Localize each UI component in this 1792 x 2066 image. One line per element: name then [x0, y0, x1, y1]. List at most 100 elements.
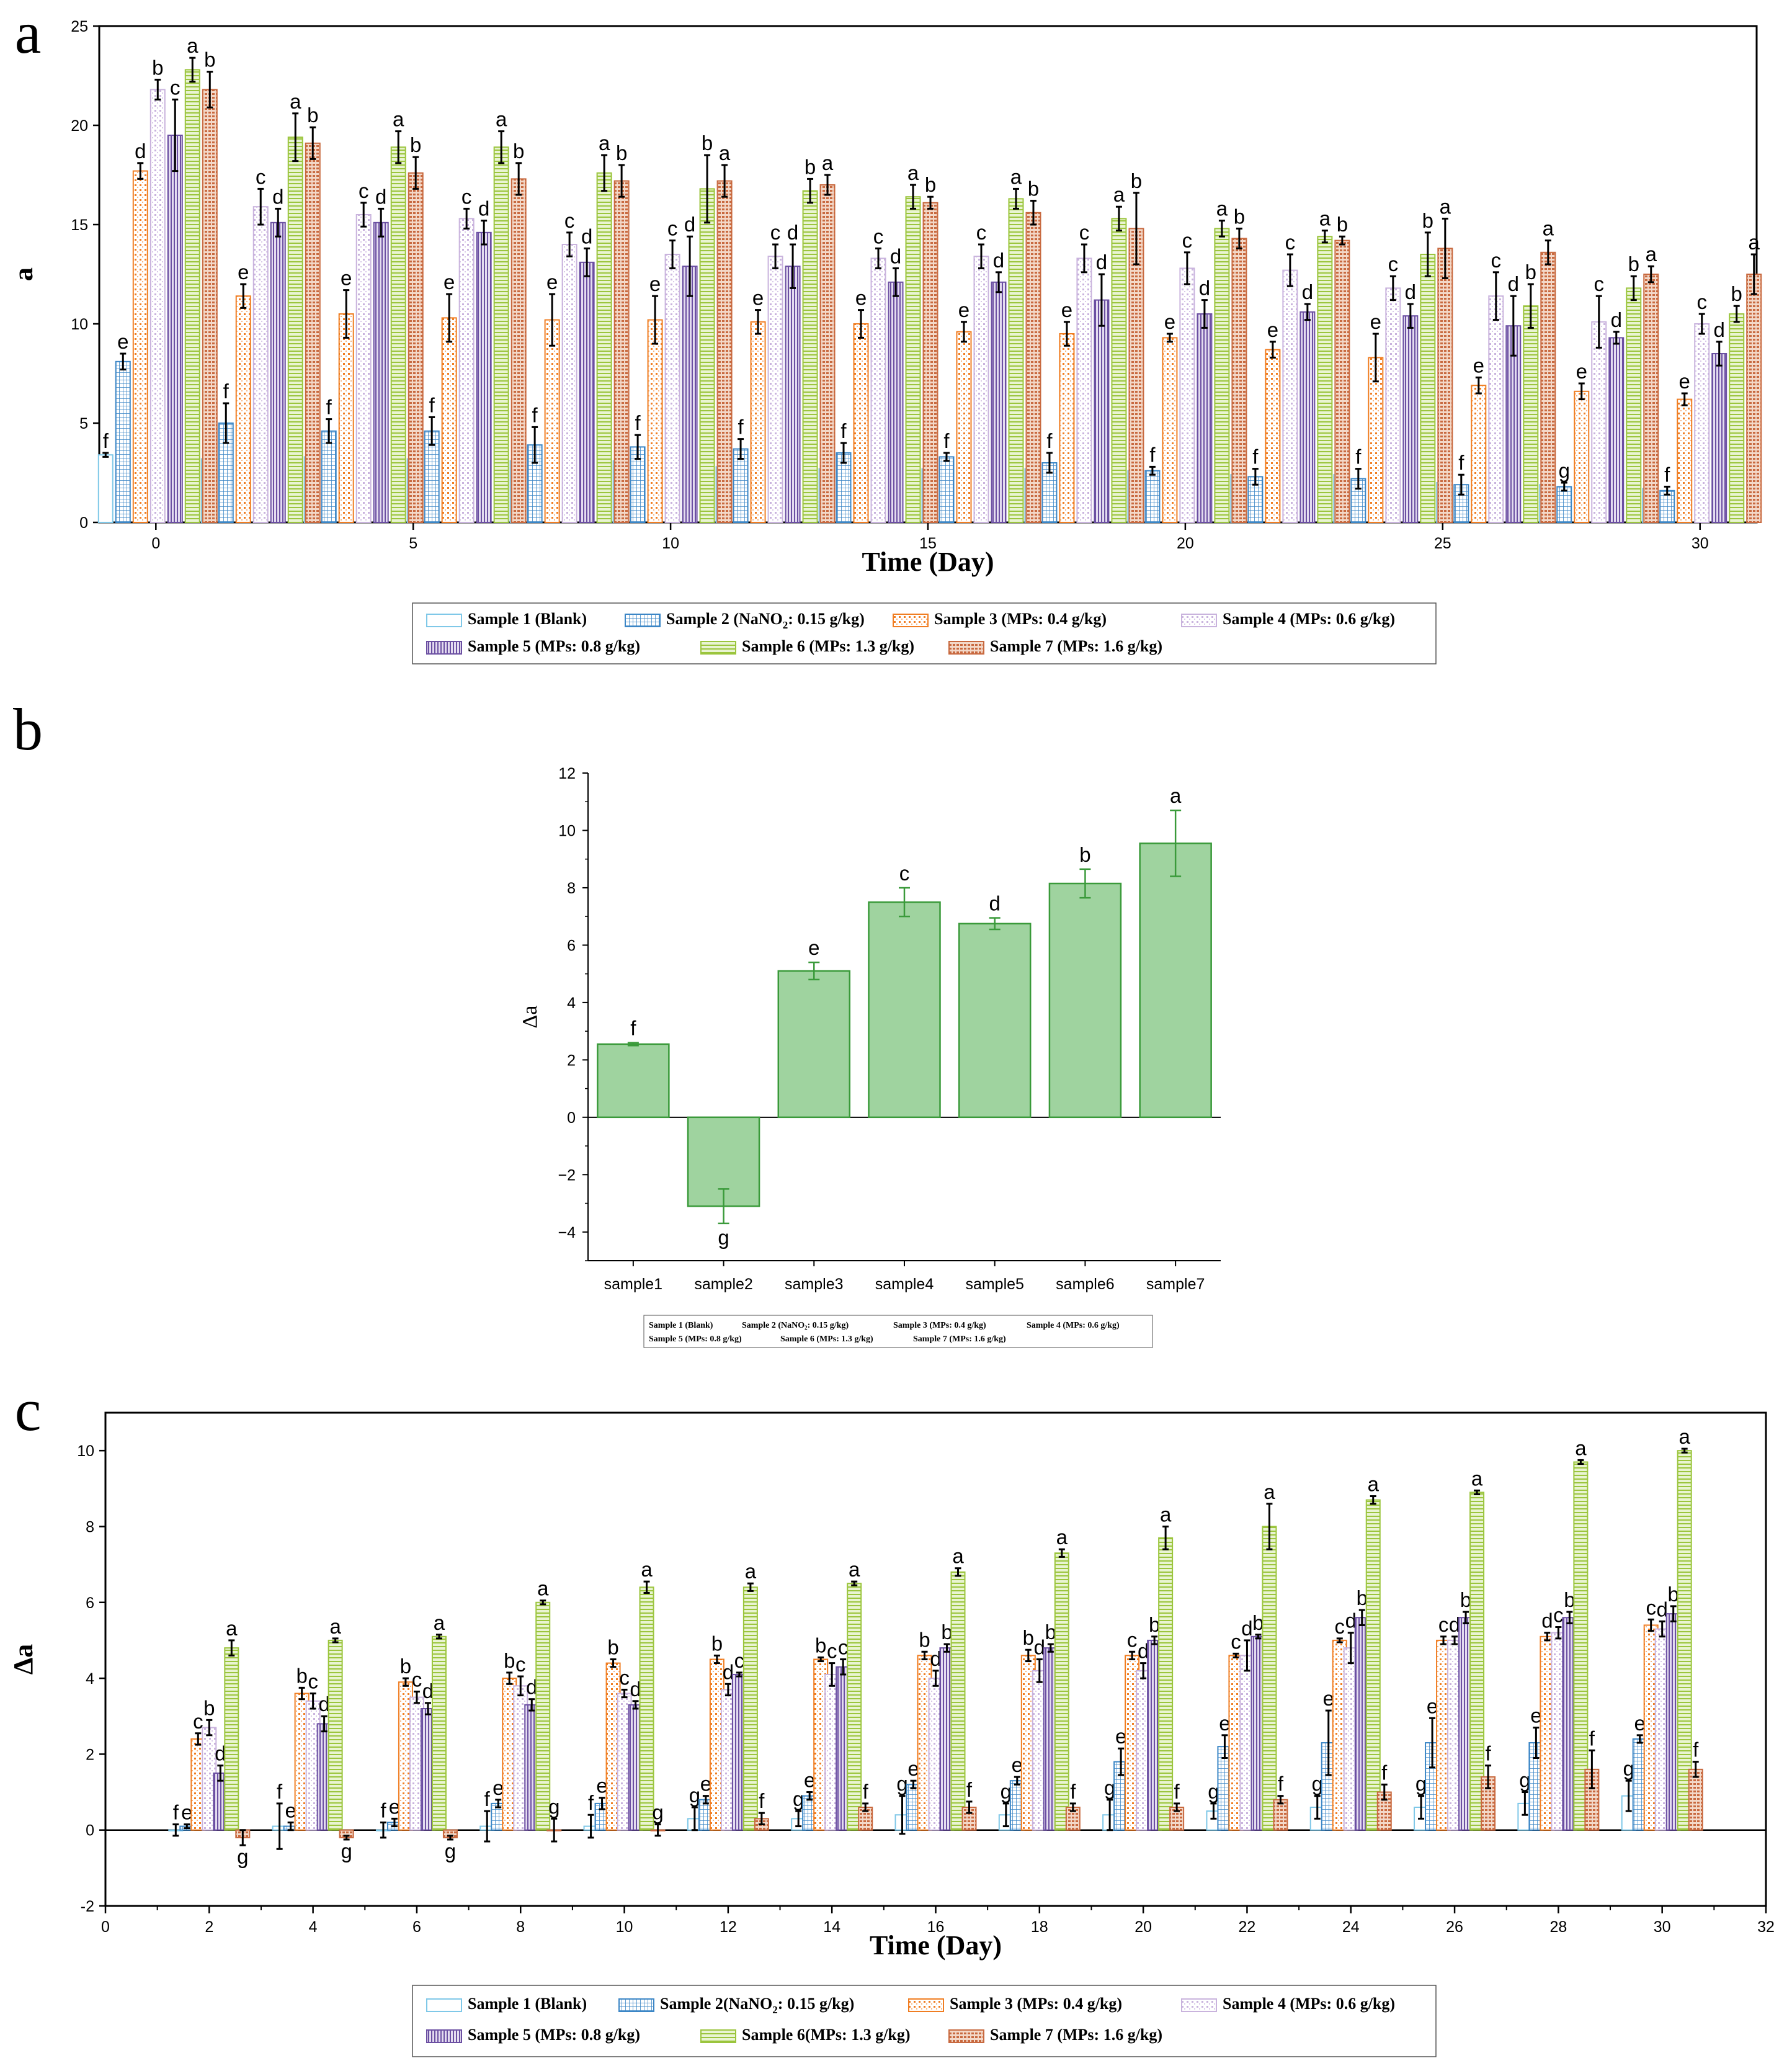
y-tick-label: 15	[71, 217, 88, 234]
significance-label: e	[1061, 298, 1072, 321]
x-tick-label: 4	[309, 1918, 318, 1936]
significance-label: b	[616, 141, 627, 164]
significance-label: g	[341, 1840, 352, 1863]
significance-label: b	[1045, 1621, 1056, 1643]
bar-s6-16	[950, 1571, 966, 1831]
significance-label: g	[548, 1795, 559, 1818]
significance-label: e	[1634, 1712, 1646, 1735]
y-tick-label: 5	[79, 415, 88, 432]
bar-s3-30	[1677, 398, 1693, 523]
x-tick-label: 20	[1134, 1918, 1152, 1936]
legend-label-4: Sample 4 (MPs: 0.6 g/kg)	[1223, 610, 1395, 628]
significance-label: d	[526, 1676, 537, 1699]
bar-s6-16	[1008, 198, 1024, 523]
significance-label: a	[1646, 243, 1657, 266]
x-tick-label: 6	[412, 1918, 421, 1936]
significance-label: b	[919, 1628, 930, 1651]
significance-label: b	[1460, 1588, 1471, 1611]
x-tick-label: 12	[720, 1918, 737, 1936]
significance-label: g	[689, 1784, 700, 1807]
bar-s3-22	[1265, 349, 1281, 523]
significance-label: d	[1541, 1609, 1553, 1632]
bar-s3-0	[132, 170, 148, 524]
bar-s3-10	[647, 319, 663, 523]
significance-label: a	[290, 90, 301, 113]
significance-label: a	[952, 1545, 964, 1568]
significance-label: c	[873, 225, 884, 248]
x-tick-label: sample1	[604, 1276, 663, 1293]
significance-label: f	[1693, 1738, 1699, 1761]
x-tick-label: 8	[516, 1918, 525, 1936]
bar-s4-20	[1179, 267, 1195, 523]
significance-label: e	[1012, 1753, 1023, 1776]
bar-s7-20	[1231, 238, 1247, 523]
significance-label: c	[359, 179, 369, 202]
significance-label: a	[1113, 183, 1125, 206]
significance-label: f	[103, 429, 109, 452]
significance-label: f	[223, 380, 230, 403]
bar-s4-16	[973, 256, 989, 523]
significance-label: d	[993, 249, 1004, 272]
significance-label: c	[734, 1649, 745, 1672]
significance-label: c	[1388, 253, 1399, 275]
x-tick-label: 5	[409, 535, 417, 552]
significance-label: a	[849, 1558, 860, 1581]
significance-label: e	[596, 1774, 607, 1797]
bar-s6-8	[596, 172, 612, 523]
significance-label: e	[1427, 1694, 1438, 1717]
significance-label: b	[711, 1632, 723, 1655]
legend-swatch-4	[1181, 614, 1217, 627]
significance-label: a	[1056, 1526, 1068, 1549]
bar-s4-30	[1694, 323, 1710, 523]
significance-label: f	[1589, 1727, 1595, 1750]
y-tick-label: 10	[77, 1442, 94, 1460]
bar-s6-2	[287, 136, 303, 523]
bar-s5-14	[888, 281, 904, 523]
significance-label: d	[1345, 1609, 1357, 1632]
significance-label: f	[1046, 429, 1053, 452]
significance-label: b	[1525, 261, 1536, 284]
bar-sample1	[597, 1043, 670, 1119]
y-tick-label: 2	[86, 1746, 94, 1763]
x-tick-label: 20	[1177, 535, 1194, 552]
y-tick-label: 6	[567, 937, 576, 954]
bar-s7-30	[1746, 274, 1762, 523]
bar-s6-10	[639, 1586, 654, 1831]
significance-label: d	[1034, 1636, 1045, 1659]
y-tick-label: 12	[558, 765, 576, 782]
significance-label: c	[1646, 1596, 1656, 1619]
significance-label: c	[564, 209, 575, 232]
significance-label: b	[1668, 1583, 1679, 1606]
significance-label: f	[1174, 1780, 1180, 1803]
significance-label: b	[307, 104, 318, 127]
significance-label: b	[1131, 169, 1142, 192]
bar-s5-12	[785, 266, 801, 523]
significance-label: a	[822, 151, 834, 174]
significance-label: f	[1458, 451, 1464, 474]
legend-label-1: Sample 1 (Blank)	[468, 1995, 587, 2013]
significance-label: b	[1028, 177, 1039, 200]
significance-label: g	[1623, 1757, 1634, 1780]
significance-label: b	[504, 1649, 515, 1672]
x-tick-label: 2	[205, 1918, 213, 1936]
bar-s7-30	[1688, 1768, 1703, 1831]
bar-s4-0	[149, 89, 166, 523]
bar-s3-2	[235, 295, 251, 523]
bar-s2-12	[733, 448, 749, 523]
significance-label: e	[649, 272, 661, 295]
y-tick-label: 25	[71, 18, 88, 35]
significance-label: f	[326, 396, 332, 419]
significance-label: f	[173, 1801, 179, 1824]
significance-label: c	[838, 1636, 849, 1659]
legend-swatch-3	[893, 614, 929, 627]
significance-label: e	[1323, 1687, 1334, 1710]
significance-label: f	[588, 1791, 594, 1814]
significance-label: f	[1278, 1773, 1284, 1795]
bar-s4-4	[355, 214, 372, 523]
significance-label: d	[630, 1678, 641, 1701]
bar-s7-6	[510, 178, 527, 523]
legend-swatch-6	[700, 641, 736, 655]
significance-label: f	[1664, 463, 1670, 486]
significance-label: c	[1594, 272, 1605, 295]
bar-s1-0	[97, 454, 114, 524]
